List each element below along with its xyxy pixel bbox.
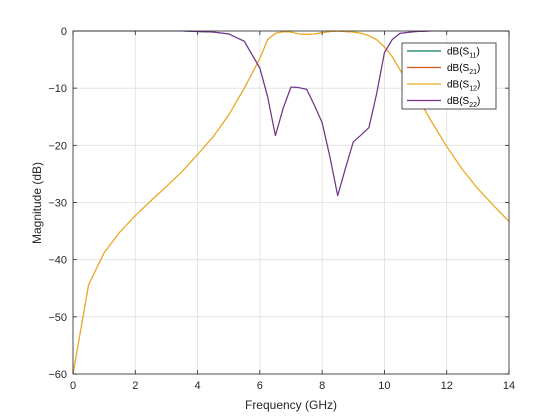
- y-tick-label: 0: [61, 26, 67, 38]
- legend-label-subscript: 22: [469, 102, 477, 109]
- y-tick-label: −60: [48, 369, 67, 381]
- legend-label-close: ): [477, 96, 480, 107]
- x-tick-label: 14: [503, 380, 515, 392]
- legend-label-base: dB(S: [447, 63, 470, 74]
- y-tick-label: −10: [48, 83, 67, 95]
- x-tick-label: 12: [441, 380, 453, 392]
- legend-label-subscript: 11: [469, 53, 476, 60]
- x-tick-label: 4: [195, 380, 201, 392]
- x-tick-label: 2: [132, 380, 138, 392]
- x-axis-label: Frequency (GHz): [245, 398, 337, 412]
- y-tick-label: −20: [48, 140, 67, 152]
- x-tick-label: 8: [319, 380, 325, 392]
- legend-entry-s21: dB(S21): [447, 63, 480, 76]
- legend-label-close: ): [477, 80, 480, 91]
- legend-box: [401, 42, 497, 110]
- x-tick-label: 10: [378, 380, 390, 392]
- legend-entry-s12: dB(S12): [447, 80, 480, 93]
- legend-label-close: ): [477, 63, 480, 74]
- legend-label-subscript: 12: [469, 86, 477, 93]
- y-tick-label: −50: [48, 312, 67, 324]
- y-tick-label: −30: [48, 198, 67, 210]
- legend-label-base: dB(S: [447, 47, 470, 58]
- legend-entry-s22: dB(S22): [447, 96, 480, 109]
- legend-label-base: dB(S: [447, 96, 470, 107]
- x-tick-label: 0: [70, 380, 76, 392]
- y-tick-label: −40: [48, 255, 67, 267]
- legend-entry-s11: dB(S11): [447, 47, 480, 60]
- legend-label-close: ): [477, 47, 480, 58]
- legend-label-base: dB(S: [447, 80, 470, 91]
- ticks: [72, 30, 510, 375]
- x-tick-label: 6: [257, 380, 263, 392]
- legend-label-subscript: 21: [469, 69, 477, 76]
- tick-labels: 0 2 4 6 8 10 12 14 0 −10 −20 −30 −40 −50 −60: [48, 26, 515, 392]
- legend: dB(S11)dB(S21)dB(S12)dB(S22): [401, 42, 497, 110]
- y-axis-label: Magnitude (dB): [30, 162, 44, 244]
